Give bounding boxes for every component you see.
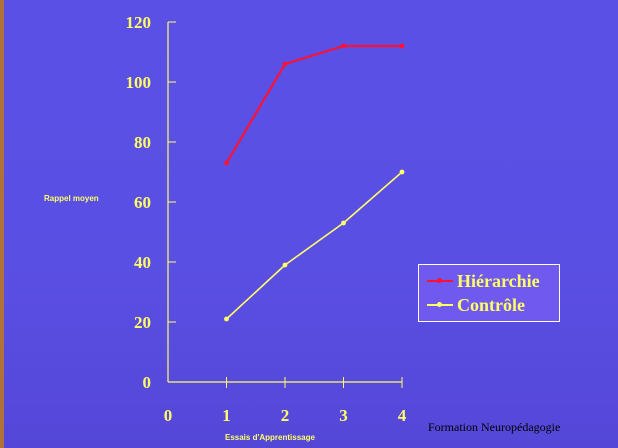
y-tick-label: 120 xyxy=(126,13,152,32)
data-point xyxy=(224,316,229,322)
footer-credit: Formation Neuropédagogie xyxy=(428,420,561,434)
legend-label-controle: Contrôle xyxy=(457,294,525,315)
x-axis-label: Essais d'Apprentissage xyxy=(225,433,315,442)
series-line xyxy=(225,44,402,164)
legend-item-controle: Contrôle xyxy=(427,295,525,315)
chart-legend: Hiérarchie Contrôle xyxy=(418,264,560,322)
data-point xyxy=(399,43,405,49)
legend-item-hierarchie: Hiérarchie xyxy=(427,271,540,291)
y-tick-label: 20 xyxy=(134,313,151,332)
data-point xyxy=(282,61,288,67)
data-point xyxy=(341,220,346,226)
x-tick-label: 3 xyxy=(339,406,348,425)
slide-edge xyxy=(0,0,4,448)
data-point xyxy=(399,169,405,175)
x-tick-label: 4 xyxy=(398,406,407,425)
y-tick-label: 40 xyxy=(134,253,151,272)
y-axis-label: Rappel moyen xyxy=(44,194,99,203)
data-point xyxy=(224,160,229,166)
y-tick-label: 60 xyxy=(134,193,151,212)
data-point xyxy=(341,43,346,49)
legend-label-hierarchie: Hiérarchie xyxy=(457,270,540,291)
x-tick-label: 1 xyxy=(222,406,231,425)
legend-swatch-controle xyxy=(427,299,453,311)
data-point xyxy=(282,262,288,268)
x-tick-label: 2 xyxy=(281,406,290,425)
y-tick-label: 80 xyxy=(134,133,151,152)
y-tick-label: 0 xyxy=(143,373,152,392)
legend-swatch-hierarchie xyxy=(427,275,453,287)
y-tick-label: 100 xyxy=(126,73,152,92)
series-line xyxy=(225,171,403,320)
x-tick-label: 0 xyxy=(164,406,173,425)
